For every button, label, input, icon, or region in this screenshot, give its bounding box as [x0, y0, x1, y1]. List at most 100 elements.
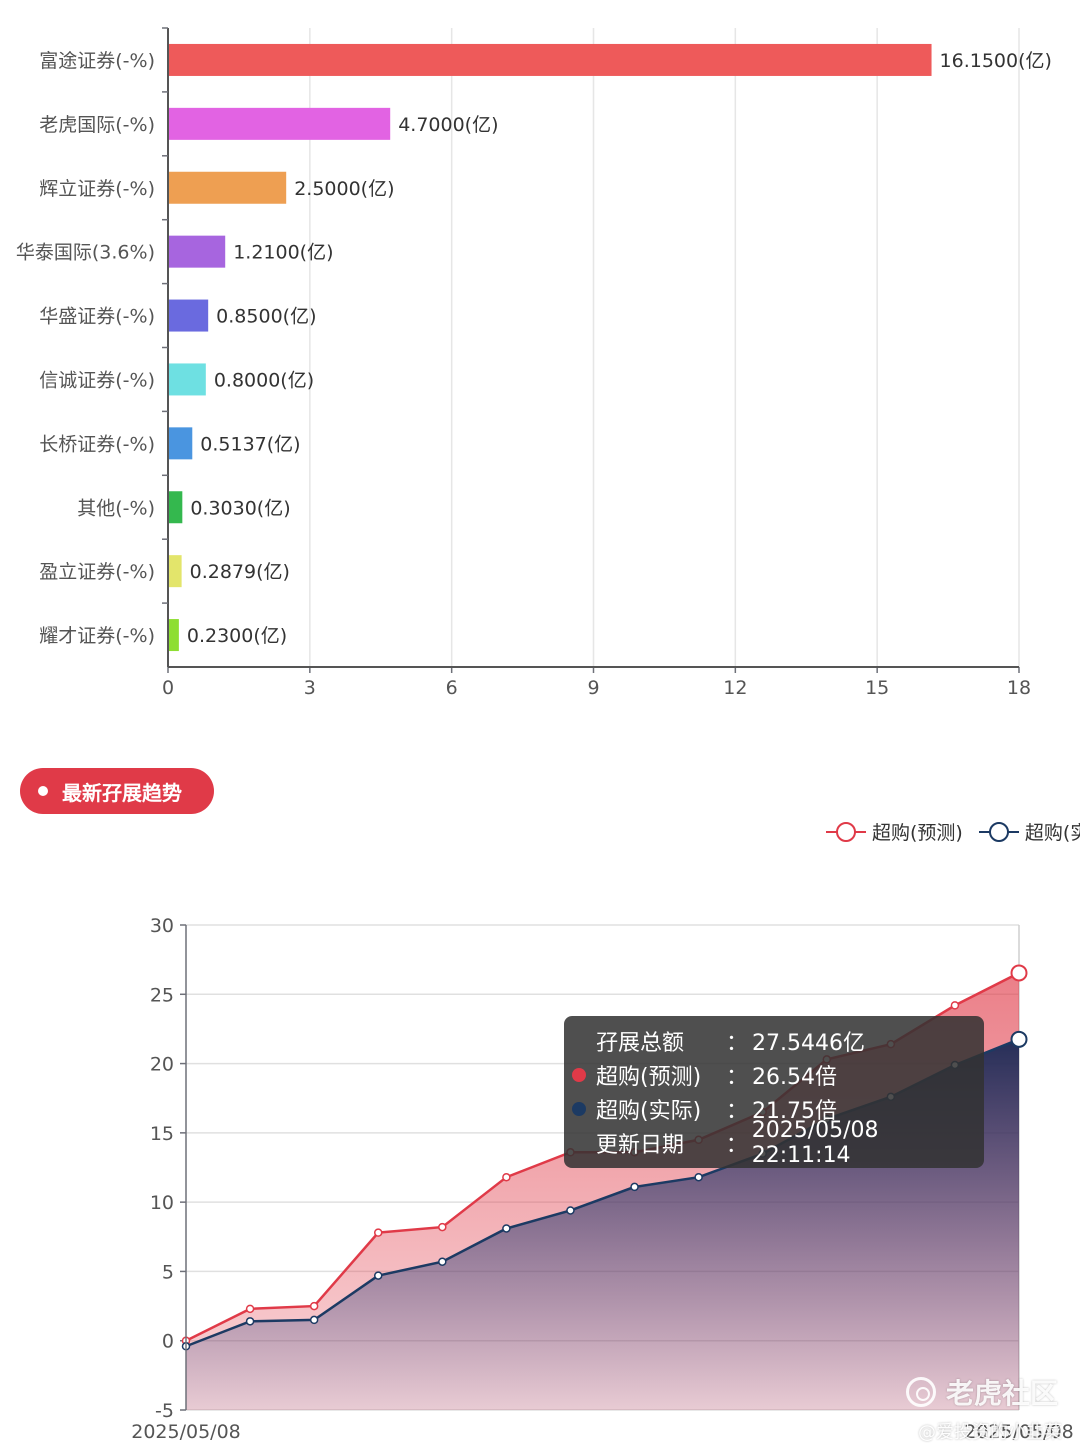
tooltip-sep: ： — [725, 1133, 748, 1158]
bar — [169, 363, 206, 396]
tooltip-row: 孖展总额 ： 27.5446亿 — [564, 1024, 984, 1058]
legend-label: 超购(实际) — [1024, 822, 1080, 844]
tooltip-value: 21.75倍 — [752, 1099, 837, 1124]
bar — [169, 299, 209, 332]
oversubscription-area-chart: -5 0 5 10 15 20 25 30 2025/05/08 2025/05/08 — [131, 915, 1074, 1443]
tiger-logo-icon — [905, 1377, 936, 1407]
x-tick-label: 2025/05/08 — [131, 1421, 241, 1443]
category-label: 辉立证券(-%) — [39, 178, 155, 200]
category-label: 长桥证券(-%) — [39, 433, 155, 455]
data-point — [630, 1182, 639, 1192]
data-point — [438, 1257, 447, 1266]
category-label: 老虎国际(-%) — [39, 114, 155, 136]
watermark-credit: @爱投资的小韭菜 — [918, 1422, 1062, 1443]
tooltip-dot — [572, 1034, 586, 1048]
bar-value-label: 2.5000(亿) — [294, 178, 394, 200]
legend-circle-icon — [826, 821, 866, 843]
bar — [169, 235, 226, 268]
bar — [169, 555, 182, 588]
x-tick-label: 3 — [304, 677, 316, 699]
bar-value-label: 0.8000(亿) — [214, 369, 314, 391]
data-point — [373, 1271, 383, 1280]
bar-value-label: 0.8500(亿) — [216, 306, 316, 328]
bar-value-label: 1.2100(亿) — [233, 242, 333, 264]
data-point — [502, 1224, 511, 1233]
bar — [169, 619, 179, 652]
bar — [169, 171, 287, 204]
category-label: 耀才证券(-%) — [39, 625, 155, 647]
tooltip-row: 超购(实际) ： 21.75倍 — [564, 1092, 984, 1126]
data-point — [309, 1301, 319, 1311]
tooltip-label: 超购(实际) — [596, 1099, 702, 1124]
bar-value-label: 0.5137(亿) — [200, 433, 300, 455]
data-point — [309, 1315, 319, 1325]
y-tick-label: -5 — [155, 1400, 174, 1422]
tooltip-sep: ： — [725, 1031, 748, 1056]
legend-label: 超购(预测) — [872, 822, 963, 844]
tooltip-sep: ： — [725, 1099, 748, 1124]
tooltip-row: 更新日期 ： 2025/05/08 22:11:14 — [564, 1118, 984, 1168]
tooltip-sep: ： — [725, 1065, 748, 1090]
tooltip-value: 27.5446亿 — [752, 1031, 865, 1056]
data-point — [245, 1304, 255, 1314]
x-tick-label: 18 — [1007, 677, 1031, 699]
x-tick-label: 9 — [587, 677, 599, 699]
category-label: 盈立证券(-%) — [39, 561, 155, 583]
broker-margin-bar-chart: 0 3 6 9 12 15 18 富途证券(-%) 16.1500(亿) 老虎国际(-%) 4.70… — [16, 27, 1052, 699]
tooltip-value: 26.54倍 — [752, 1065, 837, 1090]
data-point — [950, 1001, 960, 1010]
tooltip-value: 2025/05/08 22:11:14 — [751, 1118, 879, 1168]
tooltip-dot — [572, 1136, 586, 1150]
data-point — [438, 1222, 447, 1232]
x-tick-label: 0 — [162, 677, 174, 699]
section-title: 最新孖展趋势 — [62, 780, 182, 805]
legend-item-forecast[interactable]: 超购(预测) — [826, 818, 963, 845]
watermark-brand: 老虎社区 — [945, 1377, 1058, 1410]
tooltip-label: 孖展总额 — [596, 1031, 685, 1056]
x-tick-label: 2025/05/08 — [964, 1421, 1074, 1443]
data-point — [245, 1317, 255, 1326]
bar-value-label: 0.2879(亿) — [190, 561, 290, 583]
bar — [169, 427, 193, 460]
tooltip-dot — [572, 1068, 586, 1082]
bar-value-label: 16.1500(亿) — [940, 50, 1052, 72]
x-tick-label: 12 — [723, 677, 747, 699]
x-tick-label: 6 — [446, 677, 458, 699]
category-label: 其他(-%) — [77, 497, 155, 519]
y-tick-label: 25 — [150, 984, 174, 1006]
section-title-pill: 最新孖展趋势 — [20, 768, 214, 814]
line-legend: 超购(预测) 超购(实际) — [826, 818, 1080, 845]
bar-value-label: 0.2300(亿) — [187, 625, 287, 647]
tooltip-dot — [572, 1102, 586, 1116]
data-point — [694, 1172, 703, 1182]
y-tick-label: 15 — [150, 1123, 174, 1145]
legend-circle-icon — [978, 821, 1019, 843]
bar-value-label: 4.7000(亿) — [398, 114, 498, 136]
data-point — [502, 1172, 511, 1182]
bullet-icon — [38, 786, 48, 796]
chart-tooltip: 孖展总额 ： 27.5446亿 超购(预测) ： 26.54倍 超购(实际) ：… — [564, 1016, 984, 1168]
data-point — [566, 1206, 575, 1215]
y-tick-label: 5 — [162, 1261, 174, 1283]
data-point — [373, 1228, 383, 1237]
data-point — [1010, 1030, 1028, 1048]
bar — [169, 43, 932, 76]
y-tick-label: 0 — [162, 1331, 174, 1353]
tooltip-row: 超购(预测) ： 26.54倍 — [564, 1058, 984, 1092]
category-label: 华盛证券(-%) — [39, 306, 155, 328]
brand-watermark: 老虎社区 — [905, 1372, 1058, 1412]
bar — [169, 491, 183, 524]
data-point — [1010, 964, 1028, 982]
tooltip-label: 更新日期 — [595, 1133, 684, 1158]
legend-item-actual[interactable]: 超购(实际) — [978, 818, 1080, 845]
y-tick-label: 20 — [150, 1054, 174, 1076]
bar-value-label: 0.3030(亿) — [190, 497, 290, 519]
category-label: 富途证券(-%) — [39, 50, 155, 72]
tooltip-label: 超购(预测) — [596, 1065, 702, 1090]
category-label: 华泰国际(3.6%) — [16, 242, 155, 264]
y-tick-label: 30 — [150, 915, 174, 937]
bar — [169, 107, 391, 140]
x-tick-label: 15 — [865, 677, 889, 699]
category-label: 信诚证券(-%) — [39, 369, 155, 391]
y-tick-label: 10 — [150, 1192, 174, 1214]
